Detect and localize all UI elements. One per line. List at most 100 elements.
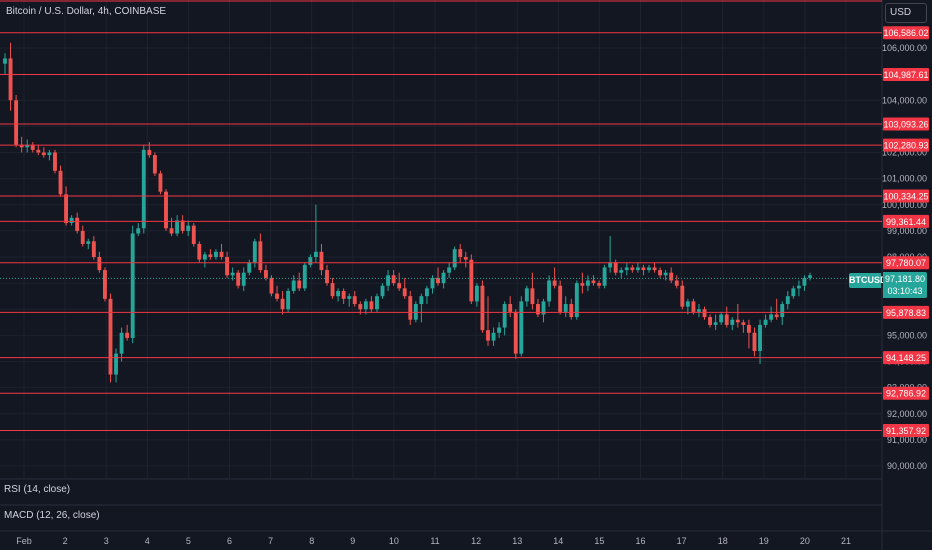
candle-body[interactable] xyxy=(619,270,624,273)
candle-body[interactable] xyxy=(613,262,618,273)
candle-body[interactable] xyxy=(325,270,329,284)
candle-body[interactable] xyxy=(125,332,130,338)
candle-body[interactable] xyxy=(441,272,446,284)
candle-body[interactable] xyxy=(502,304,507,328)
candle-body[interactable] xyxy=(319,251,324,271)
candle-body[interactable] xyxy=(624,267,629,271)
candle-body[interactable] xyxy=(730,319,735,325)
candle-body[interactable] xyxy=(180,220,185,231)
candle-body[interactable] xyxy=(53,152,57,171)
candle-body[interactable] xyxy=(558,285,563,312)
candle-body[interactable] xyxy=(225,257,230,276)
candle-body[interactable] xyxy=(735,319,740,323)
candle-body[interactable] xyxy=(108,298,113,375)
candle-body[interactable] xyxy=(746,324,751,333)
candle-body[interactable] xyxy=(752,332,757,352)
candle-body[interactable] xyxy=(424,288,429,297)
candle-body[interactable] xyxy=(91,241,96,257)
candle-body[interactable] xyxy=(19,144,24,148)
candle-body[interactable] xyxy=(597,283,601,286)
candle-body[interactable] xyxy=(230,272,235,276)
candle-body[interactable] xyxy=(41,152,46,156)
candle-body[interactable] xyxy=(58,170,63,195)
candle-body[interactable] xyxy=(358,304,363,310)
candle-body[interactable] xyxy=(64,194,69,224)
candle-body[interactable] xyxy=(36,149,41,153)
candle-body[interactable] xyxy=(308,257,313,265)
candle-body[interactable] xyxy=(635,267,640,271)
candle-body[interactable] xyxy=(347,296,352,299)
candle-body[interactable] xyxy=(691,301,696,312)
candle-body[interactable] xyxy=(697,309,701,312)
candle-body[interactable] xyxy=(147,149,152,156)
candle-body[interactable] xyxy=(802,277,807,286)
candle-body[interactable] xyxy=(397,283,402,289)
candle-body[interactable] xyxy=(674,280,679,286)
candle-body[interactable] xyxy=(119,332,124,354)
candle-body[interactable] xyxy=(713,322,718,325)
candle-body[interactable] xyxy=(574,283,579,318)
candle-body[interactable] xyxy=(769,314,774,320)
candle-body[interactable] xyxy=(14,100,19,145)
candle-body[interactable] xyxy=(269,277,274,294)
candle-body[interactable] xyxy=(114,353,118,375)
candle-body[interactable] xyxy=(702,309,707,318)
candle-body[interactable] xyxy=(608,262,613,268)
candle-body[interactable] xyxy=(536,304,540,315)
candle-body[interactable] xyxy=(430,277,435,289)
candle-body[interactable] xyxy=(175,220,180,234)
candle-body[interactable] xyxy=(208,254,213,257)
candle-body[interactable] xyxy=(463,257,468,260)
candle-body[interactable] xyxy=(419,296,424,305)
candle-body[interactable] xyxy=(164,191,168,229)
candle-body[interactable] xyxy=(75,217,80,231)
candle-body[interactable] xyxy=(341,290,346,299)
candle-body[interactable] xyxy=(413,304,418,320)
candle-body[interactable] xyxy=(391,275,396,284)
candle-body[interactable] xyxy=(791,288,796,297)
candle-body[interactable] xyxy=(641,267,646,271)
candle-body[interactable] xyxy=(758,324,762,352)
candle-body[interactable] xyxy=(685,301,690,307)
candle-body[interactable] xyxy=(286,290,291,310)
candle-body[interactable] xyxy=(291,280,296,291)
candle-body[interactable] xyxy=(658,270,663,276)
candle-body[interactable] xyxy=(330,283,335,297)
candle-body[interactable] xyxy=(652,267,657,271)
candle-body[interactable] xyxy=(363,301,368,310)
candle-body[interactable] xyxy=(102,270,107,299)
candle-body[interactable] xyxy=(280,298,285,310)
candle-body[interactable] xyxy=(352,296,357,305)
candle-body[interactable] xyxy=(336,290,341,297)
candle-body[interactable] xyxy=(236,272,241,286)
candle-body[interactable] xyxy=(513,311,518,354)
candle-body[interactable] xyxy=(530,288,535,305)
candle-body[interactable] xyxy=(524,288,529,302)
candle-body[interactable] xyxy=(785,296,790,305)
macd-pane-label[interactable]: MACD (12, 26, close) xyxy=(4,510,100,521)
candle-body[interactable] xyxy=(297,280,302,289)
candle-body[interactable] xyxy=(252,241,257,263)
candle-body[interactable] xyxy=(508,304,513,312)
candle-body[interactable] xyxy=(313,251,318,257)
candle-body[interactable] xyxy=(386,275,391,286)
candle-body[interactable] xyxy=(497,327,502,333)
candle-body[interactable] xyxy=(275,293,279,299)
candle-body[interactable] xyxy=(585,280,590,286)
candle-body[interactable] xyxy=(369,301,374,310)
candle-body[interactable] xyxy=(191,225,196,244)
candle-body[interactable] xyxy=(569,304,574,318)
candle-body[interactable] xyxy=(669,272,674,281)
candle-body[interactable] xyxy=(452,249,457,268)
candle-body[interactable] xyxy=(141,149,146,229)
currency-button[interactable]: USD xyxy=(885,3,927,23)
candle-body[interactable] xyxy=(241,272,246,286)
candle-body[interactable] xyxy=(591,280,596,284)
candle-body[interactable] xyxy=(202,254,207,260)
candle-body[interactable] xyxy=(663,272,668,276)
candle-body[interactable] xyxy=(136,228,141,234)
candle-body[interactable] xyxy=(486,330,490,341)
candle-body[interactable] xyxy=(158,173,163,192)
candle-body[interactable] xyxy=(763,319,768,325)
